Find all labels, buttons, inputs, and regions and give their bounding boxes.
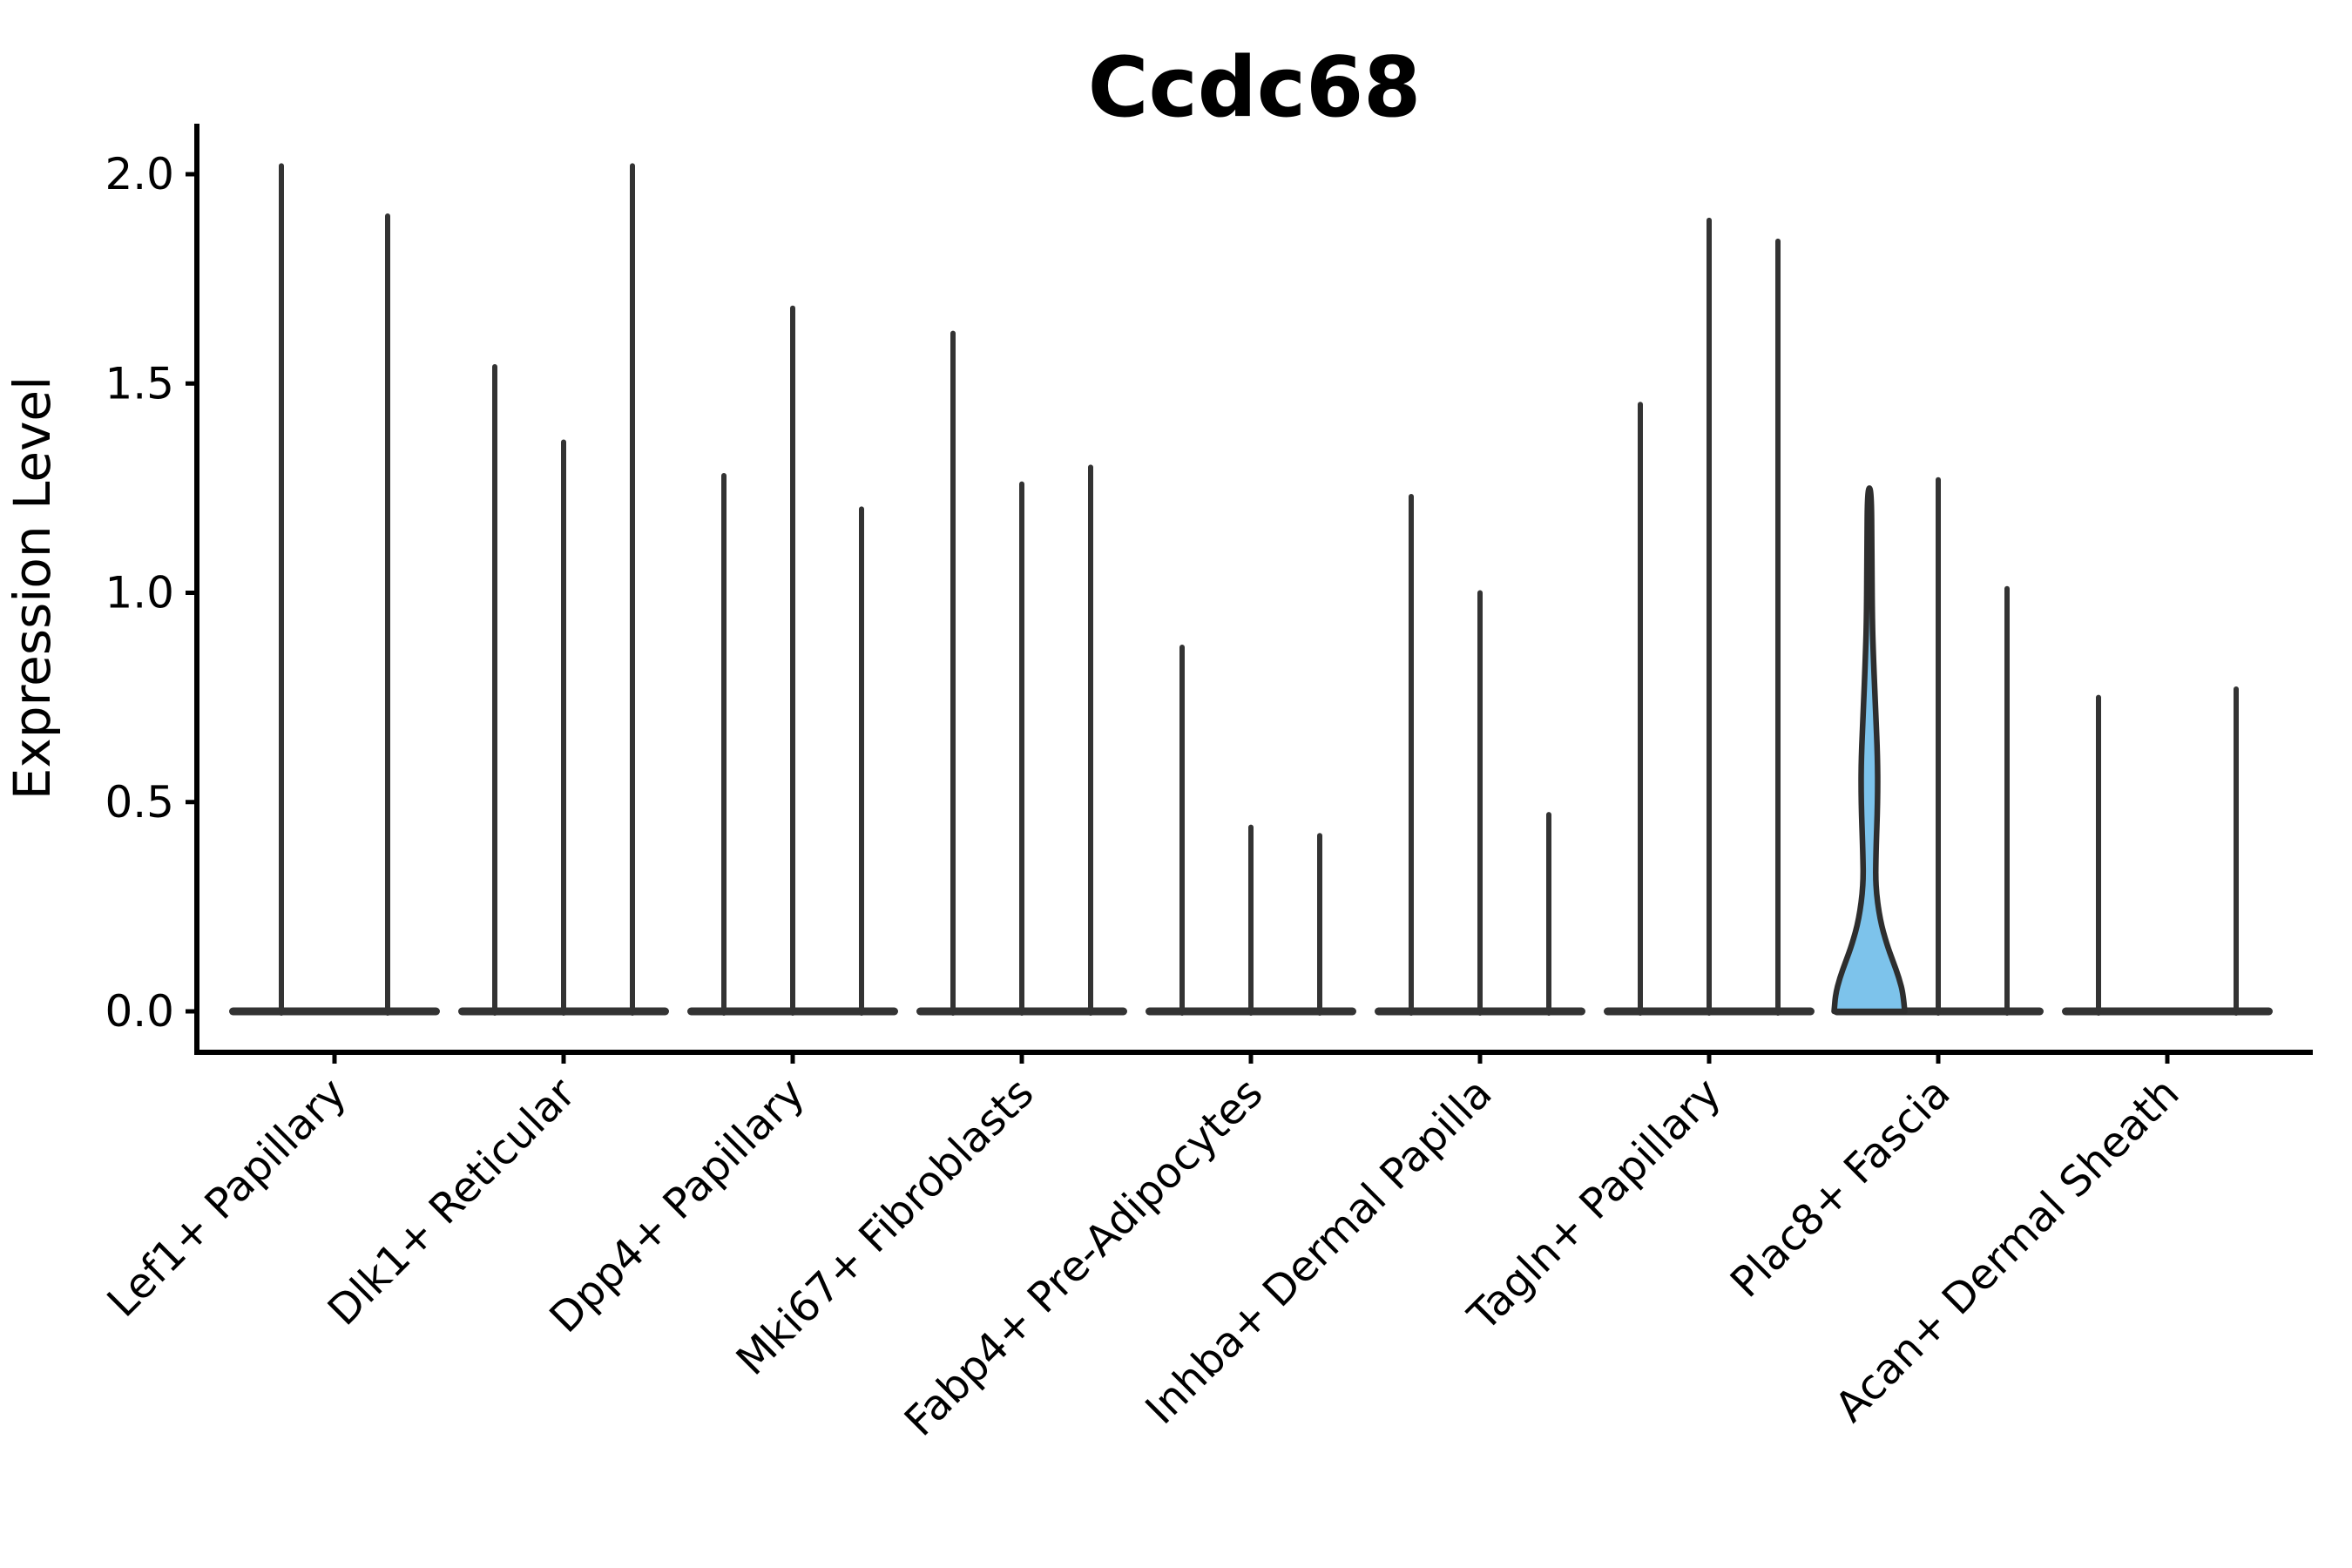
y-axis-label: Expression Level [3, 376, 62, 800]
x-tick-label: Tagln+ Papillary [1458, 1069, 1730, 1341]
y-tick-label: 1.5 [105, 358, 174, 409]
y-tick-label: 0.5 [105, 777, 174, 828]
y-tick-label: 2.0 [105, 149, 174, 199]
x-tick-label: Dpp4+ Papillary [540, 1069, 814, 1342]
y-tick-label: 1.0 [105, 568, 174, 618]
y-ticks: 0.0 0.5 1.0 1.5 2.0 [105, 149, 197, 1037]
violins [229, 163, 2273, 1016]
highlighted-violin [1831, 485, 1908, 1015]
y-tick-label: 0.0 [105, 986, 174, 1037]
violin-baseline [2062, 1007, 2273, 1016]
x-tick-label: Plac8+ Fascia [1721, 1069, 1960, 1308]
violin-baseline [229, 1007, 440, 1016]
x-tick-label: Lef1+ Papillary [98, 1069, 356, 1327]
chart-title: Ccdc68 [1088, 40, 1422, 136]
x-tick-label: Dlk1+ Reticular [319, 1069, 585, 1335]
